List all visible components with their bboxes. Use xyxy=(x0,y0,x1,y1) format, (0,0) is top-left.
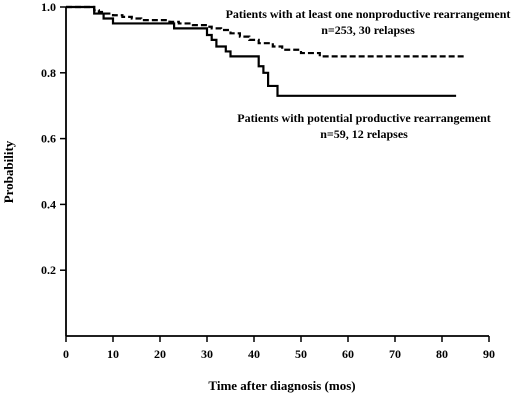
x-tick-label: 50 xyxy=(295,347,307,361)
y-axis-title: Probability xyxy=(1,140,16,203)
x-tick-label: 90 xyxy=(483,347,495,361)
y-tick-label: 0.4 xyxy=(41,197,56,211)
y-tick-label: 0.2 xyxy=(41,263,56,277)
series-annotation-line: n=253, 30 relapses xyxy=(321,23,415,37)
ticks: 0 10 20 30 40 50 60 70 80 90 0.2 0.4 0.6 0.8 1.0 xyxy=(41,0,495,361)
x-tick-label: 0 xyxy=(63,347,69,361)
x-tick-label: 40 xyxy=(248,347,260,361)
x-tick-label: 20 xyxy=(154,347,166,361)
axes xyxy=(65,7,489,337)
x-axis-title: Time after diagnosis (mos) xyxy=(208,378,355,393)
series-annotation-line: n=59, 12 relapses xyxy=(320,127,408,141)
x-tick-label: 70 xyxy=(389,347,401,361)
y-tick-label: 0.8 xyxy=(41,66,56,80)
series-annotation-line: Patients with potential productive rearr… xyxy=(237,111,491,125)
annotations: Patients with at least one nonproductive… xyxy=(226,7,511,141)
series-line-productive xyxy=(66,5,457,97)
x-tick-label: 80 xyxy=(436,347,448,361)
x-tick-label: 30 xyxy=(201,347,213,361)
x-tick-label: 10 xyxy=(107,347,119,361)
x-tick-label: 60 xyxy=(342,347,354,361)
y-tick-label: 0.6 xyxy=(41,132,56,146)
series-line-nonproductive xyxy=(66,5,466,58)
y-tick-label: 1.0 xyxy=(41,0,56,14)
series xyxy=(66,5,466,97)
series-annotation-line: Patients with at least one nonproductive… xyxy=(226,7,511,21)
